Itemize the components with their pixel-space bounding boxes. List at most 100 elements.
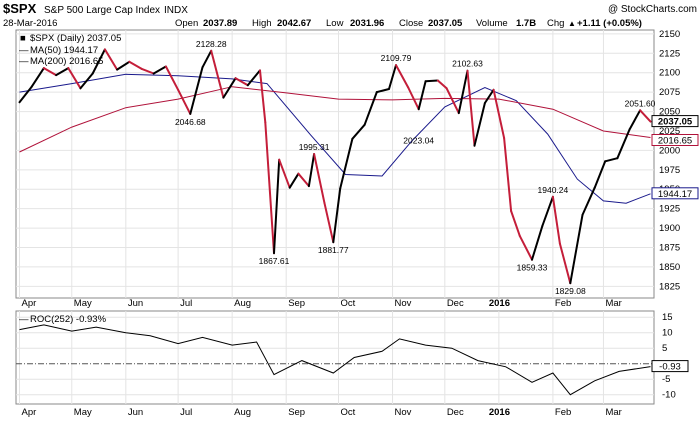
chg-value: +1.11 (+0.05%) <box>577 18 642 29</box>
spx-price-segment <box>288 172 300 189</box>
y-tick-label: 1825 <box>659 281 680 292</box>
spx-price-segment <box>128 60 143 70</box>
x-tick-label: 2016 <box>489 407 510 418</box>
roc-y-tick-label: -10 <box>662 390 676 401</box>
price-panel <box>15 29 655 299</box>
spx-price-segment <box>116 60 131 71</box>
spx-price-segment <box>164 65 180 91</box>
spx-price-segment <box>510 210 521 237</box>
ma200-badge-text: 2016.65 <box>658 136 692 147</box>
x-tick-label: Jun <box>128 407 143 418</box>
spx-price-segment <box>483 88 495 104</box>
volume-value: 1.7B <box>516 18 536 29</box>
low-label: Low <box>326 18 344 29</box>
spx-price-segment <box>323 202 335 244</box>
y-tick-label: 1975 <box>659 165 680 176</box>
ma50-badge <box>651 187 699 200</box>
x-tick-label: 2016 <box>489 298 510 309</box>
spx-price-segment <box>445 87 460 115</box>
y-tick-label: 2050 <box>659 107 680 118</box>
spx-price-segment <box>466 69 476 147</box>
spx-price-segment <box>531 224 544 261</box>
roc-y-tick-label: 15 <box>662 312 673 323</box>
spx-price-segment <box>222 77 237 99</box>
peak-label: 1940.24 <box>538 185 569 195</box>
spx-price-segment <box>297 172 310 188</box>
series-line-ma50 <box>19 73 651 204</box>
spx-price-segment <box>407 86 420 111</box>
spx-price-segment <box>395 64 410 89</box>
spx-price-segment <box>67 67 82 90</box>
x-tick-label: Jun <box>128 298 143 309</box>
spx-price-segment <box>639 109 652 123</box>
roc-badge-text: -0.93 <box>659 362 681 373</box>
symbol: $SPX <box>3 1 37 16</box>
x-tick-label: Jul <box>180 298 192 309</box>
roc-legend: — ROC(252) -0.93% <box>19 314 107 325</box>
spx-price-segment <box>189 66 204 115</box>
peak-label: 2102.63 <box>452 59 483 69</box>
roc-y-tick-label: 10 <box>662 328 673 339</box>
y-tick-label: 2000 <box>659 145 680 156</box>
spx-price-segment <box>339 137 354 190</box>
spx-price-segment <box>273 158 281 255</box>
x-tick-label: Sep <box>288 407 305 418</box>
roc-y-tick-label: 5 <box>662 343 667 354</box>
y-tick-label: 2100 <box>659 68 680 79</box>
y-tick-label: 1875 <box>659 243 680 254</box>
quote-line: Open 2037.89 High 2042.67 Low 2031.96 Cl… <box>175 18 642 29</box>
spx-price-segment <box>473 102 486 147</box>
ma50-badge-text: 1944.17 <box>658 189 692 200</box>
legend-marker-ma200: — <box>19 56 29 67</box>
price-badges: 2037.05 2016.65 1944.17 <box>651 115 699 200</box>
ma200-badge <box>651 134 699 146</box>
peak-label: 1995.31 <box>299 142 330 152</box>
spx-price-segment <box>30 67 45 88</box>
open-label: Open <box>175 18 198 29</box>
spx-price-segment <box>628 109 642 131</box>
y-tick-label: 1900 <box>659 223 680 234</box>
spx-price-segment <box>278 158 291 189</box>
spx-price-segment <box>351 123 366 140</box>
spx-price-segment <box>91 48 106 75</box>
peak-label: 1881.77 <box>318 245 349 255</box>
close-price-badge-text: 2037.05 <box>658 117 693 128</box>
y-tick-label: 2075 <box>659 87 680 98</box>
peak-label: 2051.60 <box>625 98 656 108</box>
peak-label: 2023.04 <box>403 136 434 146</box>
spx-price-segment <box>581 186 596 216</box>
peak-label: 2128.28 <box>196 39 227 49</box>
volume-label: Volume <box>476 18 508 29</box>
spx-price-segment <box>313 153 326 205</box>
spx-price-segment <box>503 137 513 212</box>
spx-price-segment <box>332 187 342 244</box>
y-tick-label: 2025 <box>659 126 680 137</box>
spx-price-segment <box>604 157 619 163</box>
spx-price-segment <box>42 67 58 77</box>
spx-price-segment <box>417 80 427 111</box>
spx-price-segment <box>558 242 572 285</box>
open-value: 2037.89 <box>203 18 237 29</box>
legend-spx: $SPX (Daily) 2037.05 <box>30 33 121 44</box>
spx-price-segment <box>259 69 267 124</box>
spx-price-segment <box>307 153 316 188</box>
peak-label: 1859.33 <box>517 263 548 273</box>
spx-price-segment <box>457 69 469 115</box>
spx-price-segment <box>210 49 225 99</box>
legend-marker-spx: ■ <box>20 33 26 44</box>
spx-price-segment <box>152 65 167 75</box>
close-price-badge <box>651 115 699 128</box>
high-label: High <box>252 18 272 29</box>
x-tick-label: May <box>74 298 92 309</box>
x-tick-label: Mar <box>605 407 621 418</box>
y-tick-label: 1925 <box>659 204 680 215</box>
security-name: S&P 500 Large Cap Index <box>44 5 160 16</box>
watermark: @ StockCharts.com <box>608 4 697 15</box>
roc-legend-marker: — <box>19 314 29 325</box>
spx-price-segment <box>616 128 631 160</box>
price-legend: ■ $SPX (Daily) 2037.05 — MA(50) 1944.17 … <box>19 33 121 67</box>
y-tick-label: 2150 <box>659 29 680 40</box>
roc-line <box>19 324 651 396</box>
spx-price-segment <box>363 91 378 126</box>
